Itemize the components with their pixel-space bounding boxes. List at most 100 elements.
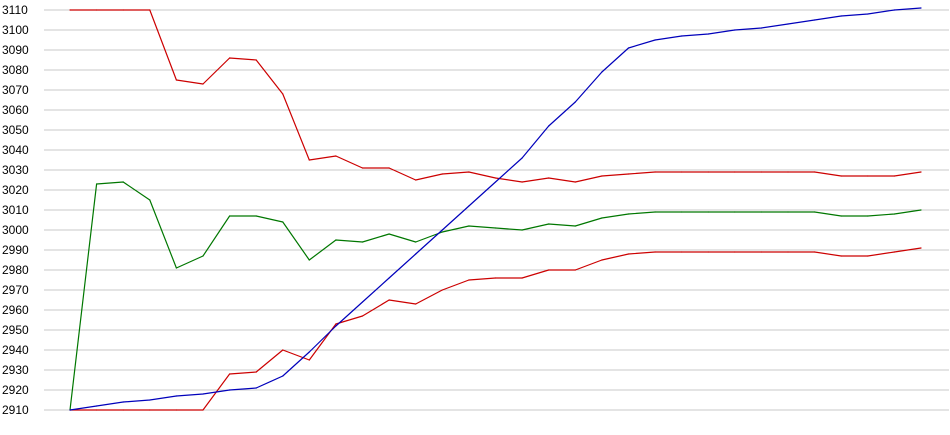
y-tick-label: 3010	[2, 203, 29, 217]
data-point	[893, 9, 896, 11]
data-point	[202, 83, 204, 85]
y-tick-label: 2920	[2, 383, 29, 397]
data-point	[893, 213, 896, 215]
data-point	[282, 93, 284, 95]
data-point	[388, 277, 390, 279]
data-point	[122, 9, 124, 11]
data-point	[920, 171, 922, 173]
data-point	[867, 215, 869, 217]
data-point	[814, 19, 816, 21]
data-point	[681, 171, 683, 173]
y-tick-label: 2940	[2, 343, 29, 357]
y-tick-label: 3000	[2, 223, 29, 237]
data-point	[707, 211, 709, 213]
data-point	[734, 211, 736, 213]
data-point	[149, 409, 151, 411]
data-point	[415, 179, 417, 181]
data-point	[760, 251, 763, 253]
series-line	[70, 9, 922, 183]
series-lines	[69, 7, 922, 411]
data-point	[840, 215, 842, 217]
data-point	[149, 199, 151, 201]
data-point	[893, 175, 896, 177]
data-point	[468, 279, 470, 281]
data-point	[814, 171, 816, 173]
data-point	[255, 215, 257, 217]
data-point	[654, 211, 656, 213]
data-point	[361, 301, 364, 303]
series-line	[70, 247, 922, 411]
series-line	[69, 181, 922, 411]
y-tick-label: 3070	[2, 83, 29, 97]
y-tick-label: 3100	[2, 23, 29, 37]
data-point	[867, 255, 869, 257]
data-point	[601, 217, 603, 219]
data-point	[787, 171, 789, 173]
data-point	[867, 13, 869, 15]
data-point	[814, 251, 816, 253]
series-3	[69, 247, 922, 411]
data-point	[96, 183, 98, 185]
data-point	[494, 227, 497, 229]
data-point	[282, 349, 284, 351]
data-point	[760, 171, 763, 173]
y-tick-label: 2970	[2, 283, 29, 297]
y-tick-label: 2950	[2, 323, 29, 337]
data-point	[681, 35, 683, 37]
y-tick-label: 3050	[2, 123, 29, 137]
data-point	[867, 175, 869, 177]
data-point	[521, 277, 523, 279]
data-point	[175, 395, 177, 397]
data-point	[282, 221, 284, 223]
data-point	[202, 393, 204, 395]
data-point	[415, 303, 417, 305]
y-tick-label: 2930	[2, 363, 29, 377]
data-point	[521, 181, 523, 183]
data-point	[840, 15, 842, 17]
data-point	[574, 101, 576, 103]
data-point	[681, 251, 683, 253]
data-point	[787, 211, 789, 213]
data-point	[441, 173, 443, 175]
data-point	[548, 177, 550, 179]
data-point	[415, 253, 417, 255]
y-tick-label: 2960	[2, 303, 29, 317]
data-point	[681, 211, 683, 213]
data-point	[255, 59, 257, 61]
data-point	[707, 251, 709, 253]
data-point	[548, 223, 550, 225]
data-point	[175, 409, 177, 411]
data-point	[308, 159, 310, 161]
data-point	[627, 253, 630, 255]
data-point	[229, 57, 231, 59]
data-point	[787, 251, 789, 253]
data-point	[229, 373, 231, 375]
data-point	[707, 171, 709, 173]
data-point	[388, 167, 390, 169]
data-point	[149, 9, 151, 11]
y-tick-label: 2980	[2, 263, 29, 277]
y-tick-label: 3110	[2, 3, 28, 17]
y-tick-label: 3020	[2, 183, 29, 197]
series-4	[69, 7, 922, 411]
data-point	[654, 171, 656, 173]
data-point	[468, 225, 470, 227]
data-point	[574, 269, 576, 271]
data-point	[308, 359, 310, 361]
y-tick-label: 3060	[2, 103, 29, 117]
data-point	[920, 209, 922, 211]
data-point	[255, 387, 257, 389]
data-point	[734, 251, 736, 253]
data-point	[255, 371, 257, 373]
data-point	[335, 323, 337, 325]
data-point	[96, 409, 98, 411]
data-point	[175, 267, 177, 269]
data-point	[229, 389, 231, 391]
data-point	[441, 229, 443, 231]
data-point	[308, 259, 310, 261]
data-point	[548, 125, 550, 127]
data-point	[149, 399, 151, 401]
data-point	[175, 79, 177, 81]
series-2	[69, 181, 922, 411]
